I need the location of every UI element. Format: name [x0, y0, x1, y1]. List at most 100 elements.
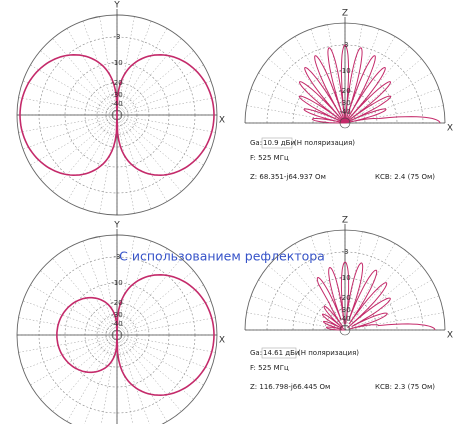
gain-label: Ga: [250, 349, 262, 357]
impedance: Z: 116.798-j66.445 Ом [250, 383, 330, 391]
radial-line [344, 279, 432, 331]
radial-line [66, 28, 118, 116]
ring-label: -10 [111, 279, 122, 287]
radial-line [344, 58, 422, 124]
axis-label: Y [113, 1, 120, 11]
radial-line [344, 105, 444, 124]
ring-label: -20 [111, 299, 122, 307]
radial-line [344, 312, 444, 331]
radial-line [344, 24, 363, 124]
radiation-pattern [19, 53, 215, 177]
radial-line [99, 114, 118, 214]
center-ring [339, 324, 351, 336]
gain-highlight [261, 347, 297, 359]
frequency: F: 525 МГц [250, 154, 289, 162]
radial-line [116, 236, 135, 336]
radial-line [99, 16, 118, 116]
polar-panel: -3 -10 -20 -30-40 Z X [244, 216, 453, 341]
swr: КСВ: 2.3 (75 Ом) [375, 383, 435, 391]
ring [266, 44, 424, 124]
ring-label: -40 [111, 100, 122, 108]
radial-line [344, 265, 422, 331]
radial-line [250, 88, 346, 124]
radial-line [40, 114, 118, 180]
ring [266, 251, 424, 331]
radial-line [116, 284, 204, 336]
radial-line [116, 114, 194, 180]
radial-line [116, 114, 135, 214]
radial-line [66, 248, 118, 336]
ring-label: -30 [339, 306, 350, 314]
radial-line [116, 317, 216, 336]
radial-line [116, 80, 212, 116]
radial-line [116, 258, 182, 336]
radial-line [116, 114, 216, 133]
axis-label: X [219, 116, 225, 126]
radial-line [327, 24, 346, 124]
radial-line [116, 334, 204, 386]
axis-label: X [219, 336, 225, 346]
radial-line [116, 334, 216, 353]
ring-label: -3 [114, 33, 121, 41]
radiation-pattern [56, 273, 215, 397]
radial-line [258, 72, 346, 124]
radial-line [99, 236, 118, 336]
radial-line [52, 334, 118, 412]
radial-line [101, 334, 118, 424]
axis-label: X [447, 124, 453, 134]
radial-line [116, 334, 150, 424]
radial-line [116, 114, 152, 210]
radial-line [116, 334, 182, 412]
radial-line [246, 105, 346, 124]
ring-label: -30 [111, 91, 122, 99]
radial-line [116, 270, 194, 336]
radial-line [116, 28, 168, 116]
radial-line [40, 50, 118, 116]
radial-line [280, 253, 346, 331]
impedance: Z: 68.351-j64.937 Ом [250, 173, 326, 181]
radial-line [116, 334, 133, 424]
radial-line [30, 114, 118, 166]
radial-line [268, 58, 346, 124]
radial-line [344, 295, 440, 331]
radial-line [18, 334, 118, 353]
radial-line [116, 114, 212, 150]
polarization: (H поляризация) [294, 139, 355, 147]
frequency: F: 525 МГц [250, 364, 289, 372]
radial-line [116, 50, 194, 116]
info-block: Ga: 14.61 дБи(H поляризация) F: 525 МГц Z: … [250, 347, 435, 391]
radial-line [116, 240, 152, 336]
radial-line [22, 300, 118, 336]
radial-line [52, 114, 118, 192]
radial-line [258, 279, 346, 331]
radial-line [18, 114, 118, 133]
radial-line [82, 114, 118, 210]
radial-line [116, 114, 168, 202]
gain-highlight [261, 137, 293, 149]
ring-label: -3 [342, 41, 349, 49]
polar-panel: -3 -10 -20 -30-40 Z X [244, 9, 453, 134]
radial-line [246, 312, 346, 331]
ring-label: -20 [339, 87, 350, 95]
radial-line [116, 20, 152, 116]
radial-line [40, 270, 118, 336]
radial-line [310, 235, 346, 331]
center-ring [339, 117, 351, 129]
ring-label: -10 [339, 67, 350, 75]
radial-line [66, 114, 118, 202]
polar-panel: -3 -10 -20 -30-40 Y X [16, 221, 225, 424]
ring-label: -40 [111, 320, 122, 328]
gain-value: 10.9 дБи [263, 139, 295, 147]
radial-line [84, 334, 118, 424]
radial-line [22, 80, 118, 116]
radial-line [30, 284, 118, 336]
radial-line [116, 334, 212, 370]
radial-line [18, 97, 118, 116]
radial-line [82, 240, 118, 336]
radial-line [116, 64, 204, 116]
radial-line [116, 300, 212, 336]
ring-label: -10 [339, 274, 350, 282]
radial-line [52, 258, 118, 336]
ring-label: -30 [111, 311, 122, 319]
